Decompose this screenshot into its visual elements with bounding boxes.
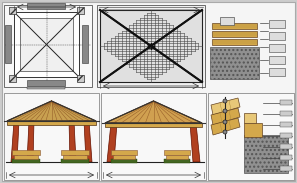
Bar bbox=[7, 121, 96, 125]
Circle shape bbox=[223, 109, 227, 113]
Polygon shape bbox=[69, 121, 76, 162]
Bar bbox=[244, 113, 256, 123]
Bar bbox=[164, 159, 190, 163]
Bar bbox=[280, 166, 292, 171]
Bar bbox=[269, 44, 285, 52]
Bar bbox=[280, 144, 292, 149]
Bar bbox=[9, 7, 16, 14]
Circle shape bbox=[223, 130, 227, 134]
Bar bbox=[63, 155, 87, 159]
Bar bbox=[212, 23, 257, 29]
Bar bbox=[61, 150, 89, 155]
Bar bbox=[111, 150, 137, 155]
Bar bbox=[27, 3, 65, 9]
Bar bbox=[77, 7, 84, 14]
Bar bbox=[269, 32, 285, 40]
Bar bbox=[244, 135, 288, 173]
Circle shape bbox=[223, 120, 227, 124]
Circle shape bbox=[223, 99, 227, 103]
Bar bbox=[280, 122, 292, 127]
Bar bbox=[280, 100, 292, 105]
Bar bbox=[164, 150, 190, 155]
Bar bbox=[212, 39, 257, 45]
Bar bbox=[111, 159, 137, 163]
Bar bbox=[101, 93, 206, 180]
Bar bbox=[280, 155, 292, 160]
Bar bbox=[82, 25, 88, 63]
Bar bbox=[212, 31, 257, 37]
Polygon shape bbox=[105, 101, 202, 123]
Bar bbox=[27, 87, 65, 89]
Bar bbox=[14, 12, 79, 77]
Bar bbox=[148, 44, 154, 48]
Bar bbox=[14, 155, 38, 159]
Bar bbox=[210, 47, 259, 79]
Bar bbox=[77, 75, 84, 82]
Polygon shape bbox=[84, 121, 92, 162]
Polygon shape bbox=[190, 123, 200, 162]
Bar bbox=[12, 159, 40, 163]
Polygon shape bbox=[107, 123, 117, 162]
Bar bbox=[27, 80, 65, 86]
Bar bbox=[100, 10, 202, 82]
Bar bbox=[244, 123, 262, 137]
Bar bbox=[113, 155, 135, 159]
Polygon shape bbox=[211, 108, 240, 125]
Bar bbox=[97, 5, 205, 87]
Bar bbox=[269, 68, 285, 76]
Polygon shape bbox=[211, 118, 240, 135]
Bar bbox=[280, 111, 292, 116]
Polygon shape bbox=[211, 98, 240, 115]
Bar bbox=[5, 25, 11, 63]
Bar bbox=[61, 159, 89, 163]
Bar bbox=[280, 133, 292, 138]
Polygon shape bbox=[7, 101, 96, 121]
Bar bbox=[4, 5, 92, 87]
Bar bbox=[12, 150, 40, 155]
Bar bbox=[166, 155, 188, 159]
Bar bbox=[20, 18, 73, 71]
Bar bbox=[208, 93, 294, 180]
Polygon shape bbox=[27, 121, 34, 162]
Bar bbox=[269, 56, 285, 64]
Bar bbox=[9, 75, 16, 82]
Polygon shape bbox=[11, 121, 19, 162]
Bar bbox=[269, 20, 285, 28]
Bar bbox=[105, 123, 202, 127]
Bar bbox=[4, 93, 99, 180]
Bar bbox=[220, 17, 234, 25]
